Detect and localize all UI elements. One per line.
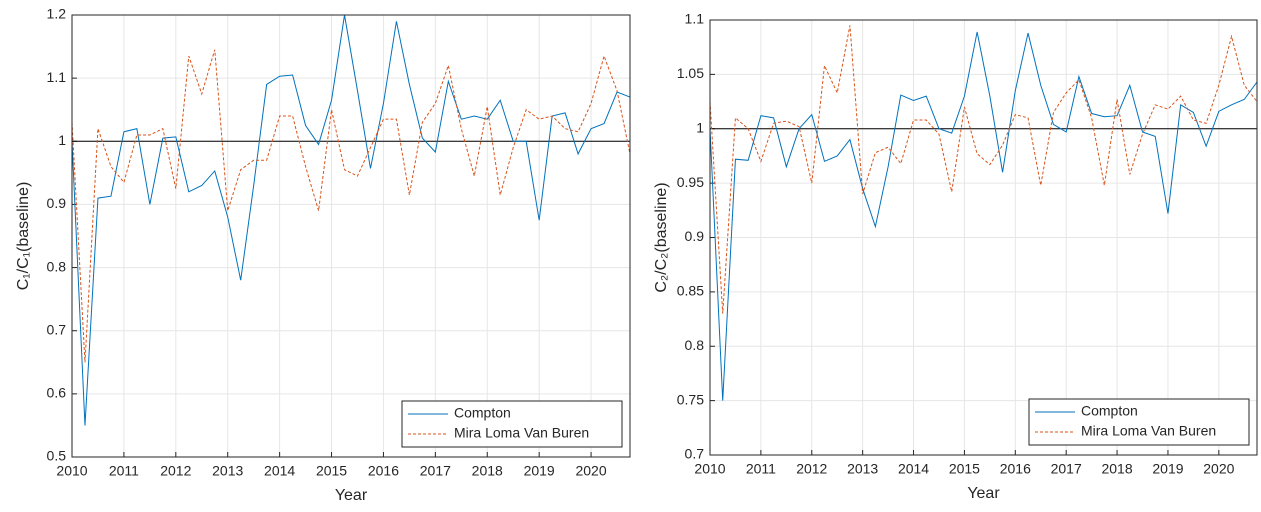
y-tick-label: 0.95 (677, 174, 704, 190)
legend-label: Mira Loma Van Buren (454, 425, 589, 441)
axes-box (71, 14, 631, 458)
x-tick-label: 2011 (109, 463, 139, 479)
x-tick-label: 2010 (694, 461, 725, 477)
y-tick-label: 1.2 (47, 6, 67, 22)
x-tick-label: 2011 (746, 461, 776, 477)
y-tick-label: 1 (58, 132, 66, 148)
x-tick-label: 2013 (212, 463, 243, 479)
y-tick-label: 1.05 (677, 65, 704, 81)
y-tick-label: 1 (696, 119, 704, 135)
data-line (709, 25, 1258, 314)
plot-area (72, 15, 630, 457)
y-tick-label: 0.9 (47, 195, 67, 211)
x-tick-label: 2013 (847, 461, 878, 477)
x-tick-label: 2012 (796, 461, 827, 477)
x-axis-label: Year (967, 485, 1000, 502)
x-tick-label: 2017 (1051, 461, 1082, 477)
legend-box (401, 400, 623, 448)
data-line (709, 31, 1258, 401)
legend-label: Compton (1081, 403, 1138, 419)
y-tick-label: 0.9 (685, 228, 705, 244)
data-line (71, 49, 631, 363)
x-tick-label: 2017 (420, 463, 451, 479)
y-tick-label: 0.5 (47, 448, 67, 464)
x-tick-label: 2014 (898, 461, 929, 477)
y-tick-label: 0.8 (47, 258, 67, 274)
x-tick-label: 2019 (1152, 461, 1183, 477)
y-tick-label: 1.1 (685, 11, 705, 27)
y-tick-label: 0.7 (47, 321, 67, 337)
legend-label: Mira Loma Van Buren (1081, 423, 1216, 439)
y-tick-label: 0.85 (677, 283, 704, 299)
x-tick-label: 2019 (524, 463, 555, 479)
y-tick-label: 0.7 (685, 446, 705, 462)
legend-box (1028, 398, 1250, 446)
x-tick-label: 2010 (56, 463, 87, 479)
y-tick-label: 1.1 (47, 69, 67, 85)
x-tick-label: 2020 (575, 463, 606, 479)
x-tick-label: 2016 (368, 463, 399, 479)
x-tick-label: 2018 (472, 463, 503, 479)
x-tick-label: 2015 (949, 461, 980, 477)
y-axis-label: C₂/C₂(baseline) (653, 182, 670, 292)
y-axis-label: C₁/C₁(baseline) (15, 182, 32, 291)
y-tick-label: 0.75 (677, 391, 704, 407)
x-tick-label: 2012 (160, 463, 191, 479)
axes-box (709, 19, 1258, 456)
x-tick-label: 2015 (316, 463, 347, 479)
legend-label: Compton (454, 405, 511, 421)
x-tick-label: 2016 (1000, 461, 1031, 477)
x-tick-label: 2020 (1203, 461, 1234, 477)
y-tick-label: 0.6 (47, 385, 67, 401)
x-tick-label: 2018 (1101, 461, 1132, 477)
x-tick-label: 2014 (264, 463, 295, 479)
y-tick-label: 0.8 (685, 337, 705, 353)
x-axis-label: Year (335, 487, 368, 504)
